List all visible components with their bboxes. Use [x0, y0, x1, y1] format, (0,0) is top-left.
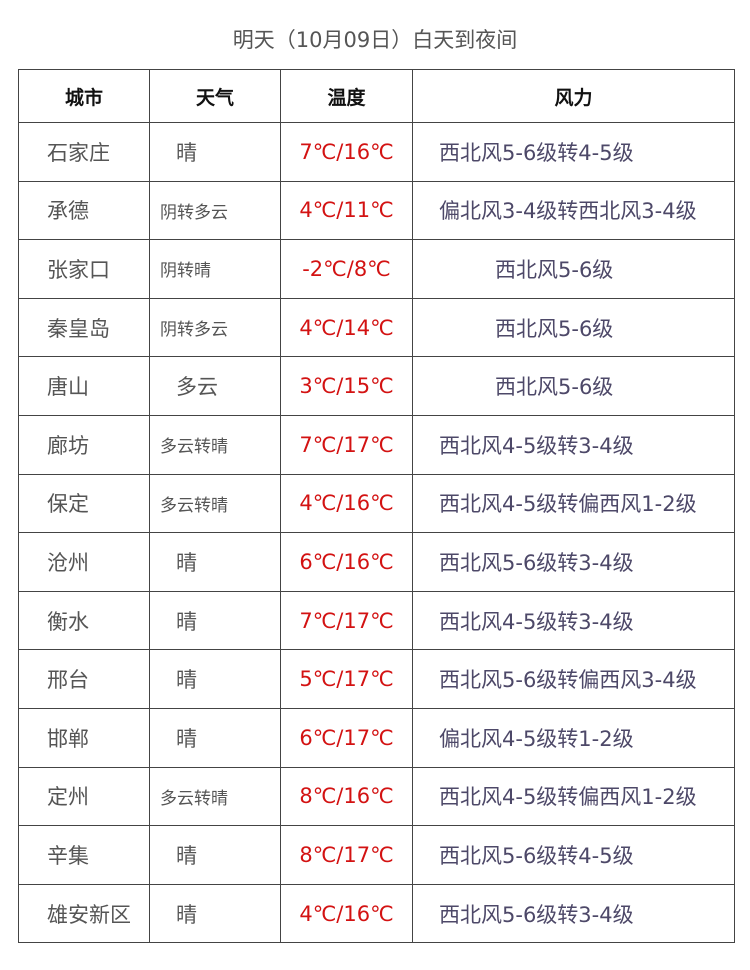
weather-cell: 阴转晴: [149, 239, 281, 299]
header-city: 城市: [18, 69, 150, 123]
weather-cell: 晴: [149, 649, 281, 709]
wind-cell: 西北风5-6级: [412, 356, 735, 416]
temperature-cell: 7℃/17℃: [280, 590, 413, 651]
wind-cell: 西北风4-5级转偏西风1-2级: [412, 766, 735, 827]
table-row: 雄安新区晴 4℃/16℃ 西北风5-6级转3-4级: [18, 883, 735, 944]
temperature-cell: 7℃/17℃: [280, 414, 413, 475]
weather-cell: 多云转晴: [149, 414, 281, 475]
weather-cell: 晴: [149, 883, 281, 944]
table-row: 衡水晴 7℃/17℃ 西北风4-5级转3-4级: [18, 590, 735, 651]
table-row: 张家口 阴转晴 -2℃/8℃ 西北风5-6级: [18, 239, 735, 299]
weather-cell: 晴: [149, 590, 281, 651]
weather-cell: 晴: [149, 122, 281, 182]
temperature-cell: 8℃/17℃: [280, 825, 413, 885]
city-cell: 张家口: [18, 239, 150, 299]
city-cell: 雄安新区: [18, 883, 150, 944]
header-wind: 风力: [412, 69, 735, 123]
wind-cell: 西北风5-6级: [412, 297, 735, 358]
temperature-cell: -2℃/8℃: [280, 239, 413, 299]
weather-cell: 阴转多云: [149, 180, 281, 241]
header-temperature: 温度: [280, 69, 413, 123]
table-row: 邢台晴 5℃/17℃ 西北风5-6级转偏西风3-4级: [18, 649, 735, 709]
wind-cell: 偏北风4-5级转1-2级: [412, 707, 735, 768]
city-cell: 邯郸: [18, 707, 150, 768]
weather-cell: 多云: [149, 356, 281, 416]
temperature-cell: 4℃/11℃: [280, 180, 413, 241]
temperature-cell: 4℃/16℃: [280, 883, 413, 944]
city-cell: 衡水: [18, 590, 150, 651]
wind-cell: 西北风5-6级转偏西风3-4级: [412, 649, 735, 709]
city-cell: 唐山: [18, 356, 150, 416]
weather-table: 城市 天气 温度 风力 石家庄晴 7℃/16℃ 西北风5-6级转4-5级 承德 阴转多云…: [18, 69, 735, 944]
table-row: 廊坊 多云转晴 7℃/17℃ 西北风4-5级转3-4级: [18, 414, 735, 475]
wind-cell: 西北风4-5级转3-4级: [412, 414, 735, 475]
city-cell: 定州: [18, 766, 150, 827]
city-cell: 邢台: [18, 649, 150, 709]
table-row: 邯郸晴 6℃/17℃ 偏北风4-5级转1-2级: [18, 707, 735, 768]
temperature-cell: 3℃/15℃: [280, 356, 413, 416]
weather-cell: 多云转晴: [149, 766, 281, 827]
table-row: 沧州晴 6℃/16℃ 西北风5-6级转3-4级: [18, 532, 735, 592]
table-row: 承德 阴转多云 4℃/11℃ 偏北风3-4级转西北风3-4级: [18, 180, 735, 241]
city-cell: 沧州: [18, 532, 150, 592]
table-row: 秦皇岛 阴转多云 4℃/14℃ 西北风5-6级: [18, 297, 735, 358]
city-cell: 石家庄: [18, 122, 150, 182]
wind-cell: 西北风5-6级转3-4级: [412, 532, 735, 592]
weather-cell: 晴: [149, 825, 281, 885]
temperature-cell: 6℃/17℃: [280, 707, 413, 768]
temperature-cell: 8℃/16℃: [280, 766, 413, 827]
wind-cell: 西北风5-6级: [412, 239, 735, 299]
wind-cell: 西北风5-6级转3-4级: [412, 883, 735, 944]
table-row: 唐山 多云 3℃/15℃ 西北风5-6级: [18, 356, 735, 416]
city-cell: 廊坊: [18, 414, 150, 475]
temperature-cell: 6℃/16℃: [280, 532, 413, 592]
city-cell: 辛集: [18, 825, 150, 885]
wind-cell: 偏北风3-4级转西北风3-4级: [412, 180, 735, 241]
city-cell: 秦皇岛: [18, 297, 150, 358]
table-row: 辛集晴 8℃/17℃ 西北风5-6级转4-5级: [18, 825, 735, 885]
temperature-cell: 7℃/16℃: [280, 122, 413, 182]
temperature-cell: 5℃/17℃: [280, 649, 413, 709]
page-title: 明天（10月09日）白天到夜间: [232, 28, 518, 52]
wind-cell: 西北风4-5级转偏西风1-2级: [412, 473, 735, 534]
weather-cell: 晴: [149, 532, 281, 592]
table-row: 石家庄晴 7℃/16℃ 西北风5-6级转4-5级: [18, 122, 735, 182]
wind-cell: 西北风5-6级转4-5级: [412, 122, 735, 182]
temperature-cell: 4℃/16℃: [280, 473, 413, 534]
city-cell: 承德: [18, 180, 150, 241]
table-row: 保定 多云转晴 4℃/16℃ 西北风4-5级转偏西风1-2级: [18, 473, 735, 534]
table-header-row: 城市 天气 温度 风力: [18, 69, 735, 123]
wind-cell: 西北风5-6级转4-5级: [412, 825, 735, 885]
weather-cell: 晴: [149, 707, 281, 768]
weather-cell: 多云转晴: [149, 473, 281, 534]
temperature-cell: 4℃/14℃: [280, 297, 413, 358]
wind-cell: 西北风4-5级转3-4级: [412, 590, 735, 651]
header-weather: 天气: [149, 69, 281, 123]
table-row: 定州 多云转晴 8℃/16℃ 西北风4-5级转偏西风1-2级: [18, 766, 735, 827]
weather-cell: 阴转多云: [149, 297, 281, 358]
city-cell: 保定: [18, 473, 150, 534]
